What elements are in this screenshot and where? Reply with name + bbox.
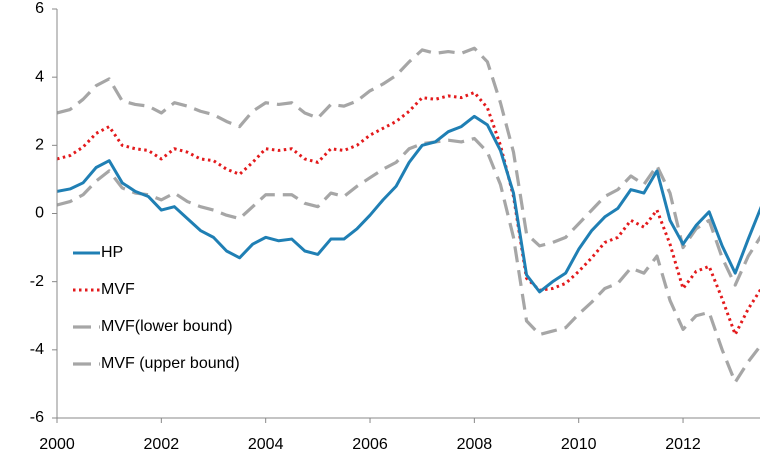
series-line [57, 136, 760, 384]
y-tick-label: -2 [30, 273, 44, 290]
y-tick-label: 0 [35, 205, 44, 222]
y-tick-label: 6 [35, 0, 44, 17]
y-tick-label: 4 [35, 68, 44, 85]
series-line [57, 114, 760, 294]
x-tick-label: 2006 [352, 436, 388, 453]
y-tick-label: -4 [30, 341, 44, 358]
plot-area [57, 46, 760, 384]
series-line [57, 91, 760, 336]
x-tick-label: 2002 [144, 436, 180, 453]
legend-label: MVF [101, 281, 135, 298]
x-tick-label: 2012 [665, 436, 701, 453]
x-tick-label: 2008 [457, 436, 493, 453]
series-line [57, 46, 760, 287]
y-tick-label: -6 [30, 409, 44, 426]
legend-label: HP [101, 244, 123, 261]
legend-label: MVF(lower bound) [101, 318, 233, 335]
x-tick-label: 2000 [39, 436, 75, 453]
x-tick-label: 2004 [248, 436, 284, 453]
y-tick-label: 2 [35, 137, 44, 154]
x-tick-label: 2010 [561, 436, 597, 453]
legend-label: MVF (upper bound) [101, 355, 240, 372]
